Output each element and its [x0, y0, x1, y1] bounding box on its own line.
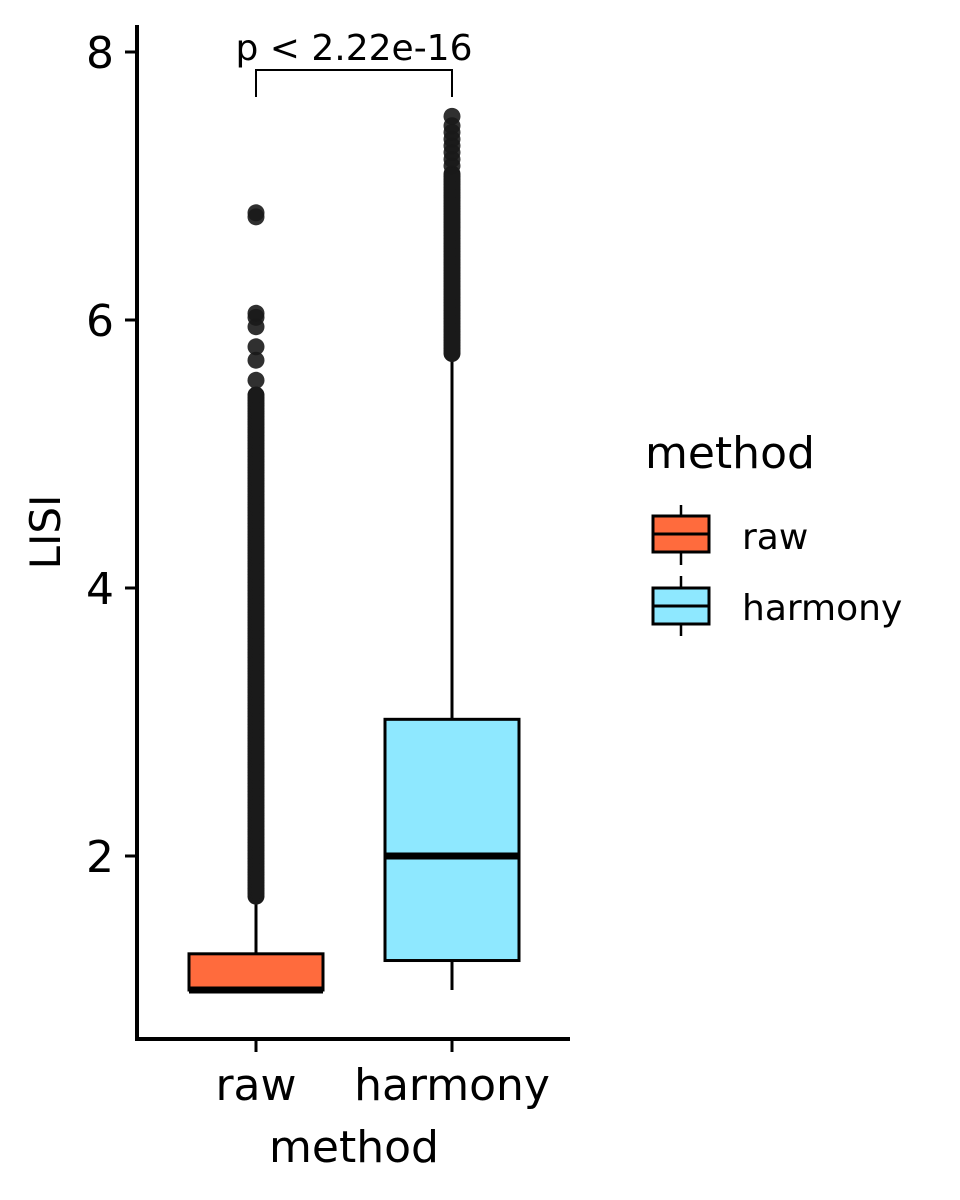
box-body: [187, 952, 325, 992]
y-tick-label: 6: [86, 296, 114, 347]
box-harmony: [383, 107, 521, 990]
legend-key-raw: [651, 505, 711, 565]
p-value-annotation: p < 2.22e-16: [235, 28, 472, 69]
box-body: [383, 717, 521, 963]
x-tick-label-raw: raw: [215, 1060, 296, 1111]
y-tick-label: 8: [86, 28, 114, 79]
x-ticks: raw harmony: [215, 1039, 550, 1111]
outlier-point: [247, 351, 265, 369]
outlier-point: [247, 204, 265, 222]
outlier-point: [247, 338, 265, 356]
legend-title: method: [645, 428, 815, 479]
y-tick-label: 4: [86, 564, 114, 615]
legend: method raw harmony: [645, 428, 902, 636]
outlier-point: [247, 371, 265, 389]
legend-label-raw: raw: [742, 517, 808, 558]
boxplots: [187, 107, 521, 994]
box-raw: [187, 204, 325, 994]
x-axis-label: method: [269, 1122, 439, 1173]
y-ticks: 2 4 6 8: [86, 28, 137, 883]
outlier-point: [247, 386, 265, 404]
y-axis-label: LISI: [21, 495, 70, 570]
legend-label-harmony: harmony: [742, 588, 902, 629]
outlier-point: [247, 304, 265, 322]
significance-bracket: [255, 69, 453, 97]
y-tick-label: 2: [86, 832, 114, 883]
outlier-point: [443, 107, 461, 125]
legend-key-harmony: [651, 576, 711, 636]
x-tick-label-harmony: harmony: [354, 1060, 550, 1111]
